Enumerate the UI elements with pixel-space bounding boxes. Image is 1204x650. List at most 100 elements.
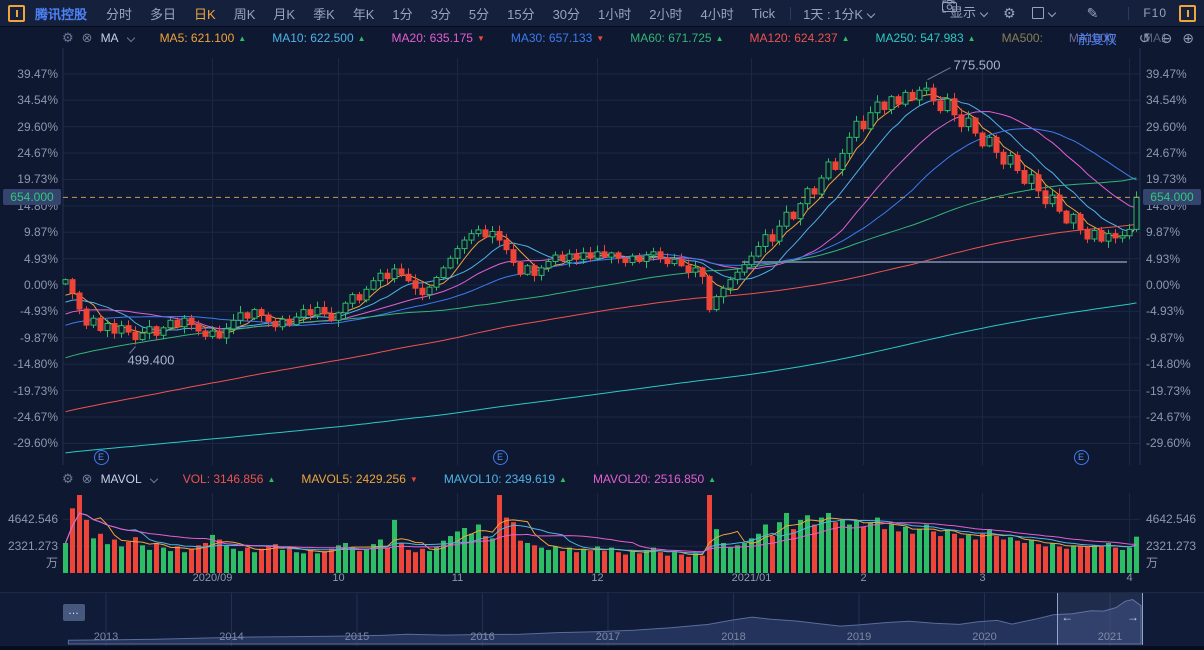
period-tab-4小时[interactable]: 4小时 <box>700 6 734 22</box>
kline-style-icon[interactable] <box>8 4 25 22</box>
y-axis-label: 29.60% <box>1146 119 1187 134</box>
date-label: 11 <box>451 572 464 584</box>
stock-name[interactable]: 腾讯控股 <box>35 6 88 22</box>
y-axis-label: -9.87% <box>19 330 58 345</box>
chart-type-icon[interactable] <box>1031 7 1056 19</box>
adjust-mode-button[interactable]: 前复权 <box>1077 31 1117 47</box>
y-axis-label: 24.67% <box>1146 146 1187 160</box>
period-tab-日K[interactable]: 日K <box>194 6 216 22</box>
navigator-year-label: 2021 <box>1097 631 1123 643</box>
y-axis-label: 19.73% <box>1146 172 1187 187</box>
ma5-line <box>65 93 1137 334</box>
top-toolbar: 腾讯控股 分时 多日 日K 周K 月K 季K 年K 1分 3分 5分 15分 30分 1小时 2小时 4小时… <box>0 0 1204 27</box>
indicator-value: MA30: 657.133 ▼ <box>510 31 605 45</box>
ma-indicator-name[interactable]: MA <box>100 31 119 45</box>
timeline-navigator[interactable]: … ← → 2013 2014 2015 2016 2017 2018 2019 2020 20… <box>0 592 1204 646</box>
period-tab-bar: 分时 多日 日K 周K 月K 季K 年K 1分 3分 5分 15分 30分 1小时 2小时 4小时 Tick <box>97 4 784 23</box>
current-price-badge-right: 654.000 <box>1143 189 1201 206</box>
date-label: 4 <box>1126 572 1133 584</box>
navigator-year-label: 2018 <box>721 631 746 643</box>
earnings-event-marker[interactable]: E <box>492 450 508 465</box>
vol-settings-gear-icon[interactable]: ⚙ <box>62 471 74 486</box>
indicator-value: VOL: 3146.856 ▲ <box>182 472 276 486</box>
navigator-right-handle[interactable]: → <box>1127 610 1139 624</box>
navigator-year-label: 2014 <box>219 631 244 643</box>
settings-gear-icon[interactable]: ⚙ <box>1003 5 1016 21</box>
ma-close-icon[interactable]: ⊗ <box>81 30 93 45</box>
period-tab-年K[interactable]: 年K <box>352 6 375 22</box>
navigator-year-label: 2016 <box>470 631 495 643</box>
vol-indicator-name[interactable]: MAVOL <box>100 472 142 486</box>
draw-pencil-icon[interactable]: ✎ <box>1086 5 1099 21</box>
period-tab-5分[interactable]: 5分 <box>468 6 490 22</box>
navigator-year-label: 2017 <box>595 631 621 643</box>
period-tab-多日[interactable]: 多日 <box>150 6 177 22</box>
y-axis-label: 34.54% <box>17 93 58 108</box>
navigator-year-label: 2020 <box>972 631 997 643</box>
vol-close-icon[interactable]: ⊗ <box>81 471 93 486</box>
navigator-year-label: 2019 <box>846 631 872 643</box>
indicator-value: MA250: 547.983 ▲ <box>875 31 976 45</box>
y-axis-label: 0.00% <box>23 278 58 292</box>
zoom-out-icon[interactable]: ⊖ <box>1160 29 1173 46</box>
period-tab-15分[interactable]: 15分 <box>507 6 535 22</box>
y-axis-label: -4.93% <box>19 304 58 319</box>
y-axis-label: 0.00% <box>1146 278 1181 292</box>
chevron-down-icon <box>1047 8 1056 18</box>
indicator-value: MAVOL10: 2349.619 ▲ <box>443 472 567 486</box>
navigator-more-button[interactable]: … <box>63 604 85 621</box>
navigator-canvas[interactable] <box>0 593 1204 646</box>
y-axis-label: 39.47% <box>1146 66 1187 81</box>
ma10-line <box>65 98 1137 332</box>
volume-chart-pane[interactable]: 4642.546 4642.546 2321.273 2321.273 万 万 <box>0 493 1204 573</box>
period-tab-3分[interactable]: 3分 <box>430 6 451 22</box>
period-tab-2小时[interactable]: 2小时 <box>649 6 683 22</box>
navigator-year-label: 2015 <box>344 631 370 643</box>
earnings-event-marker[interactable]: E <box>93 450 109 465</box>
y-axis-label: -24.67% <box>13 409 58 424</box>
indicator-value: MA60: 671.725 ▲ <box>630 31 724 45</box>
volume-axis-label: 4642.546 <box>1146 512 1197 527</box>
chevron-down-icon <box>866 9 876 18</box>
f10-button[interactable]: F10 <box>1143 6 1167 20</box>
period-tab-季K[interactable]: 季K <box>313 6 335 22</box>
main-chart-pane[interactable]: 775.500 499.400 39.47% 39.47% 34.54% 34.54% 2… <box>0 48 1204 465</box>
volume-unit-label: 万 <box>1146 556 1159 570</box>
main-chart-canvas[interactable]: 775.500 499.400 <box>0 48 1204 465</box>
period-tab-30分[interactable]: 30分 <box>552 6 581 22</box>
navigator-left-handle[interactable]: ← <box>1061 610 1074 624</box>
low-price-annotation: 499.400 <box>128 352 175 367</box>
volume-indicator-row: ⚙ ⊗ MAVOL VOL: 3146.856 ▲ MAVOL5: 2429.256… <box>0 469 1204 489</box>
ma30-line <box>65 127 1137 327</box>
y-axis-label: 9.87% <box>23 225 58 240</box>
period-tab-分时[interactable]: 分时 <box>106 6 133 22</box>
chevron-down-icon <box>979 8 989 18</box>
earnings-event-marker[interactable]: E <box>1073 450 1089 465</box>
period-tab-月K[interactable]: 月K <box>273 6 296 22</box>
mavol20-line <box>65 512 1137 553</box>
custom-period-selector[interactable]: 1天 : 1分K <box>797 4 880 23</box>
volume-axis-label: 4642.546 <box>7 512 58 527</box>
y-axis-label: 34.54% <box>1146 93 1187 108</box>
ma-indicator-row: ⚙ ⊗ MA MA5: 621.100 ▲ MA10: 622.500 ▲ MA20: … <box>0 28 1204 48</box>
vol-values-group: VOL: 3146.856 ▲ MAVOL5: 2429.256 ▼ MAVOL10: … <box>157 472 716 486</box>
ma60-line <box>65 177 1137 359</box>
zoom-in-icon[interactable]: ⊕ <box>1182 29 1194 46</box>
period-tab-周K[interactable]: 周K <box>233 6 256 22</box>
period-tab-1分[interactable]: 1分 <box>392 6 413 22</box>
volume-axis-label: 2321.273 <box>7 539 58 554</box>
kline-panel-toggle-icon[interactable] <box>1179 4 1196 22</box>
navigator-selection-window[interactable] <box>1057 593 1143 645</box>
period-tab-Tick[interactable]: Tick <box>751 5 776 21</box>
bottom-strip <box>0 646 1204 650</box>
y-axis-label: 4.93% <box>23 251 58 266</box>
y-axis-label: -14.80% <box>13 357 58 372</box>
indicator-value: MAVOL20: 2516.850 ▲ <box>592 472 717 486</box>
indicator-value: MAVOL5: 2429.256 ▼ <box>301 472 418 486</box>
indicator-value: MA5: 621.100 ▲ <box>159 31 247 45</box>
date-label: 2 <box>860 572 867 584</box>
volume-chart-canvas[interactable] <box>0 493 1204 573</box>
ma-settings-gear-icon[interactable]: ⚙ <box>62 30 74 45</box>
period-tab-1小时[interactable]: 1小时 <box>598 6 632 22</box>
undo-icon[interactable]: ↺ <box>1138 29 1151 46</box>
